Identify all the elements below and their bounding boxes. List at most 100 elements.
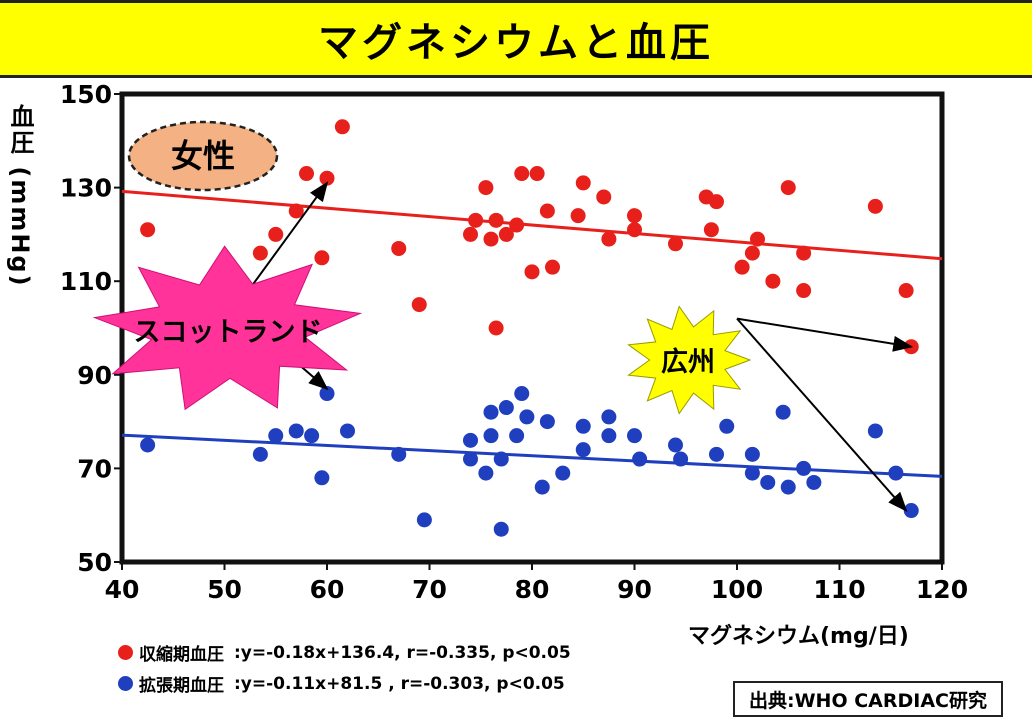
data-point-diastolic [601, 409, 617, 425]
data-point-diastolic [539, 414, 555, 430]
data-point-diastolic [903, 503, 919, 519]
data-point-systolic [780, 180, 796, 196]
data-point-systolic [483, 231, 499, 247]
data-point-diastolic [796, 460, 812, 476]
x-tick-label: 50 [207, 575, 242, 604]
data-point-systolic [703, 222, 719, 238]
data-point-systolic [314, 250, 330, 266]
legend-systolic: 収縮期血圧 :y=-0.18x+136.4, r=-0.335, p<0.05 [118, 640, 571, 665]
data-point-systolic [539, 203, 555, 219]
data-point-systolic [488, 212, 504, 228]
data-point-diastolic [391, 446, 407, 462]
data-point-diastolic [416, 512, 432, 528]
data-point-diastolic [760, 474, 776, 490]
scotland-starburst [92, 245, 363, 411]
data-point-diastolic [483, 404, 499, 420]
data-point-diastolic [668, 437, 683, 453]
data-point-diastolic [632, 451, 648, 467]
x-tick-label: 80 [515, 575, 550, 604]
data-point-diastolic [709, 446, 724, 462]
data-point-diastolic [888, 465, 904, 481]
data-point-diastolic [463, 451, 478, 467]
source-box: 出典:WHO CARDIAC研究 [733, 681, 1003, 717]
data-point-systolic [765, 273, 781, 289]
data-point-diastolic [719, 418, 735, 434]
data-point-systolic [601, 231, 617, 247]
data-point-diastolic [780, 479, 796, 495]
data-point-diastolic [252, 446, 268, 462]
annotation-label-guangzhou: 広州 [661, 346, 715, 378]
data-point-diastolic [493, 451, 509, 467]
legend-systolic-name: 収縮期血圧 [139, 645, 224, 665]
legend-diastolic-name: 拡張期血圧 [139, 676, 224, 696]
data-point-diastolic [534, 479, 550, 495]
x-tick-label: 120 [916, 575, 968, 604]
data-point-diastolic [744, 465, 760, 481]
data-point-diastolic [867, 423, 883, 439]
data-point-systolic [570, 208, 586, 224]
y-tick-label: 90 [77, 361, 112, 390]
page-title: マグネシウムと血圧 [318, 20, 714, 66]
data-point-systolic [334, 119, 350, 135]
x-tick-label: 100 [711, 575, 763, 604]
x-tick-label: 40 [105, 575, 140, 604]
data-point-systolic [668, 236, 683, 252]
data-point-systolic [709, 194, 724, 210]
data-point-systolic [468, 212, 484, 228]
data-point-systolic [514, 166, 530, 182]
data-point-diastolic [673, 451, 689, 467]
legend-diastolic-equation: :y=-0.11x+81.5 , r=-0.303, p<0.05 [234, 673, 565, 694]
annotation-arrow [736, 317, 908, 513]
data-point-diastolic [806, 474, 822, 490]
y-tick-label: 130 [60, 174, 112, 203]
data-point-systolic [796, 245, 812, 261]
annotation-label-scotland: スコットランド [134, 317, 323, 348]
x-tick-label: 90 [617, 575, 652, 604]
data-point-systolic [596, 189, 612, 205]
data-point-diastolic [478, 465, 494, 481]
data-point-diastolic [555, 465, 571, 481]
data-point-diastolic [744, 446, 760, 462]
data-point-diastolic [627, 428, 642, 444]
data-point-diastolic [483, 428, 499, 444]
data-point-systolic [627, 208, 642, 224]
legend-systolic-equation: :y=-0.18x+136.4, r=-0.335, p<0.05 [234, 642, 571, 663]
data-point-systolic [488, 320, 504, 336]
x-axis-label: マグネシウム(mg/日) [688, 624, 909, 649]
data-point-systolic [898, 283, 914, 299]
data-point-systolic [391, 240, 407, 256]
guangzhou-starburst [627, 305, 752, 415]
data-point-systolic [140, 222, 156, 238]
data-point-diastolic [509, 428, 525, 444]
data-point-systolic [252, 245, 268, 261]
panel-label-ellipse [127, 120, 279, 192]
data-point-systolic [288, 203, 304, 219]
data-point-systolic [268, 226, 284, 242]
data-point-diastolic [268, 428, 284, 444]
x-tick-label: 70 [412, 575, 447, 604]
y-tick-label: 150 [60, 80, 112, 109]
data-point-diastolic [575, 442, 591, 458]
panel-label: 女性 [171, 137, 235, 175]
y-axis-label: 血圧 (mmHg) [6, 104, 34, 288]
data-point-diastolic [140, 437, 156, 453]
data-point-systolic [478, 180, 494, 196]
data-point-systolic [524, 264, 540, 280]
data-point-diastolic [304, 428, 320, 444]
data-point-systolic [498, 226, 514, 242]
data-point-systolic [509, 217, 525, 233]
annotation-arrow [736, 317, 914, 352]
data-point-diastolic [463, 432, 478, 448]
data-point-systolic [744, 245, 760, 261]
title-bar: マグネシウムと血圧 [0, 0, 1032, 78]
data-point-systolic [575, 175, 591, 191]
data-point-diastolic [340, 423, 355, 439]
data-point-diastolic [575, 418, 591, 434]
data-point-systolic [545, 259, 560, 275]
y-tick-label: 70 [77, 454, 112, 483]
data-point-diastolic [288, 423, 304, 439]
data-point-diastolic [519, 409, 535, 425]
data-point-systolic [411, 297, 427, 313]
trend-line-diastolic [121, 433, 943, 478]
data-point-diastolic [514, 386, 530, 402]
